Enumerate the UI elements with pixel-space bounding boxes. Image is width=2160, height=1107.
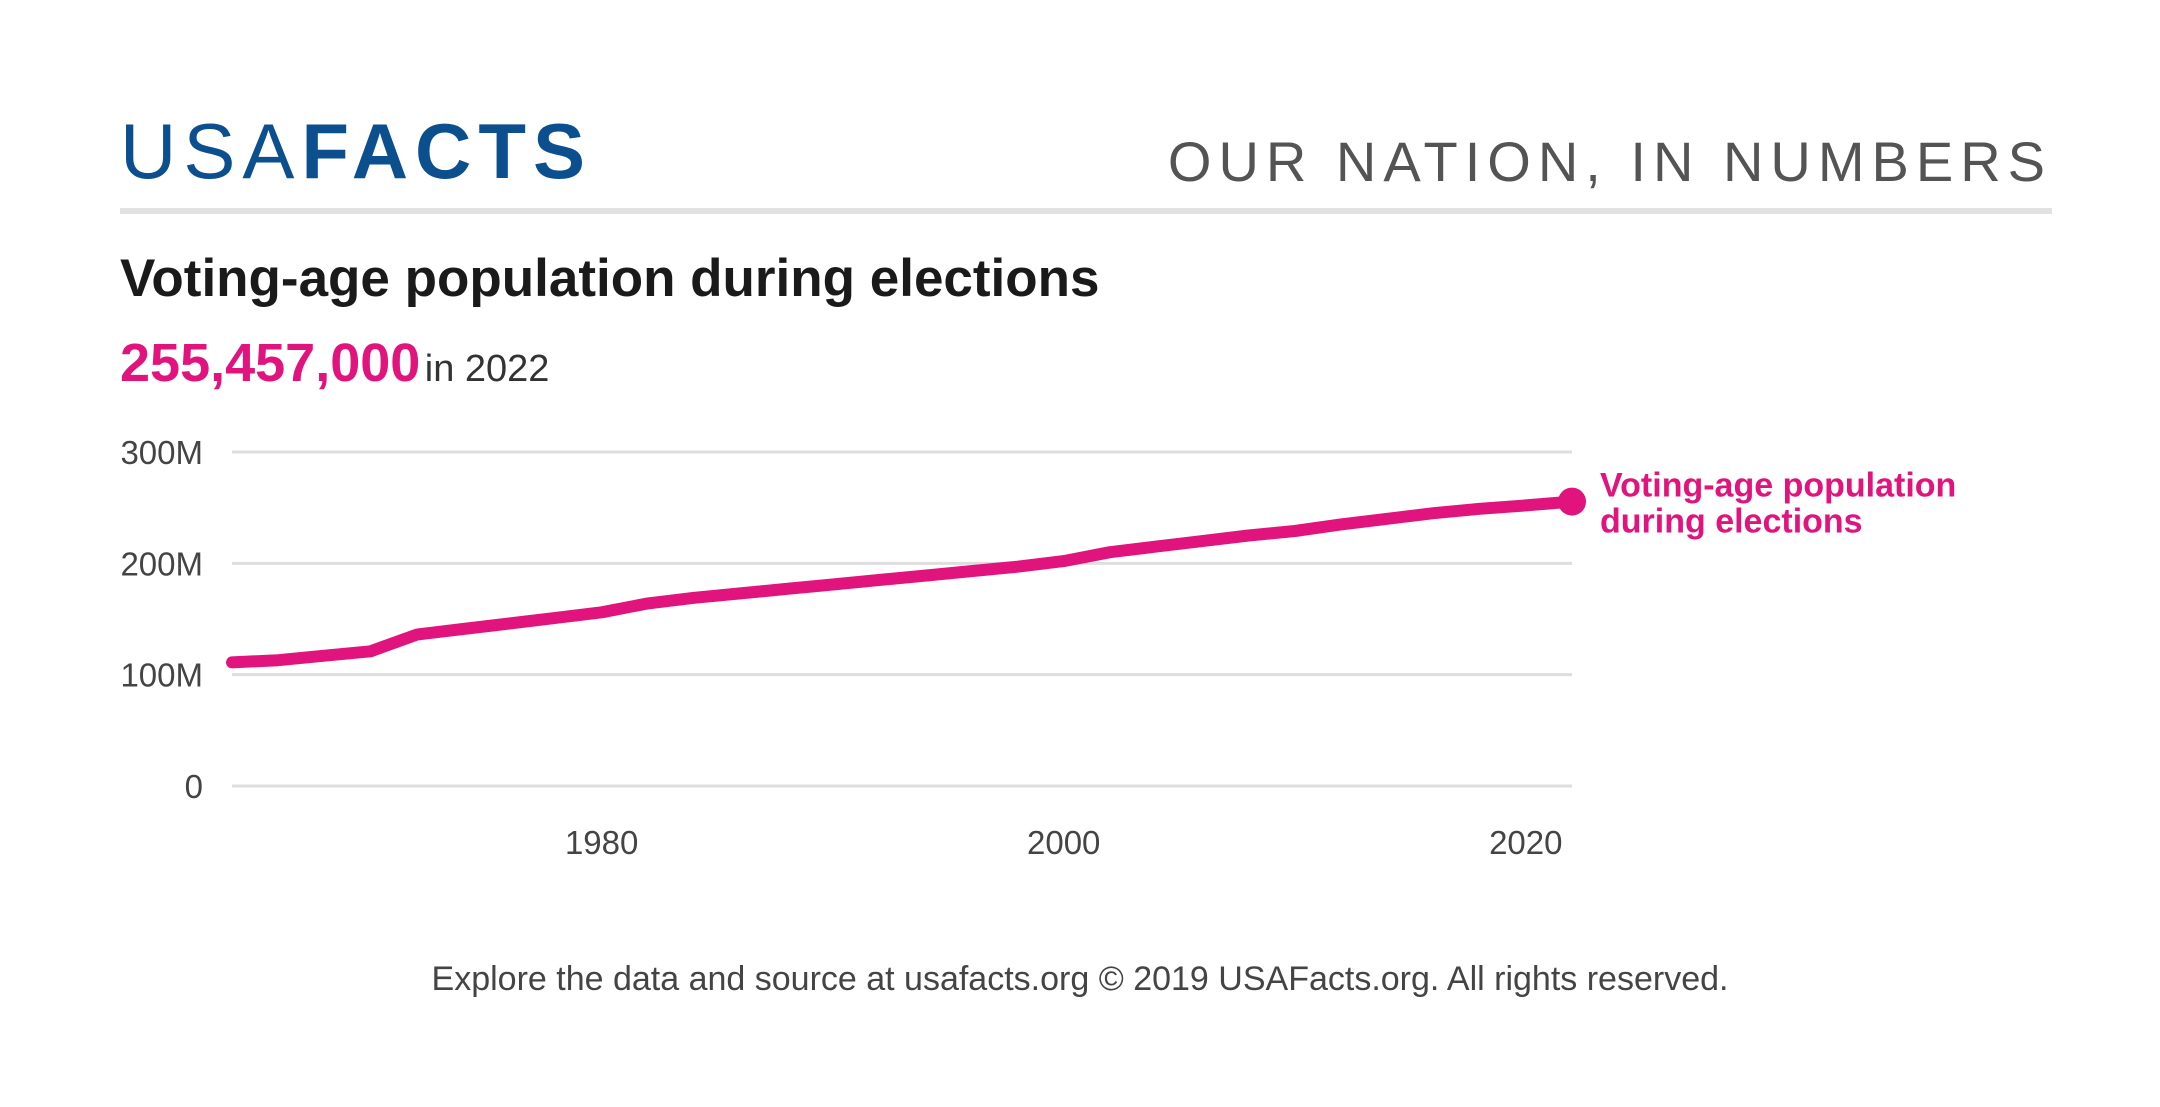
logo-usa: USA — [120, 107, 302, 195]
x-tick-label: 1980 — [565, 824, 638, 861]
y-tick-label: 300M — [120, 434, 203, 471]
series-end-marker — [1558, 487, 1586, 516]
chart-title: Voting-age population during elections — [120, 249, 1100, 308]
y-tick-label: 0 — [185, 768, 203, 805]
tagline: OUR NATION, IN NUMBERS — [1167, 130, 2052, 193]
series-label: during elections — [1600, 503, 1863, 541]
series-line — [226, 495, 1578, 669]
x-tick-label: 2000 — [1027, 824, 1100, 861]
x-tick-label: 2020 — [1489, 824, 1562, 861]
y-tick-label: 100M — [120, 657, 203, 694]
series-label: Voting-age population — [1600, 467, 1956, 505]
footer-credit: Explore the data and source at usafacts.… — [431, 960, 1729, 998]
usafacts-logo: USAFACTS — [120, 112, 592, 190]
header-divider — [120, 208, 2052, 214]
headline-stat: 255,457,000 in 2022 — [120, 336, 549, 390]
headline-value: 255,457,000 — [120, 333, 421, 393]
logo-facts: FACTS — [301, 107, 593, 195]
y-tick-label: 200M — [120, 545, 203, 582]
headline-suffix: in 2022 — [424, 348, 550, 390]
